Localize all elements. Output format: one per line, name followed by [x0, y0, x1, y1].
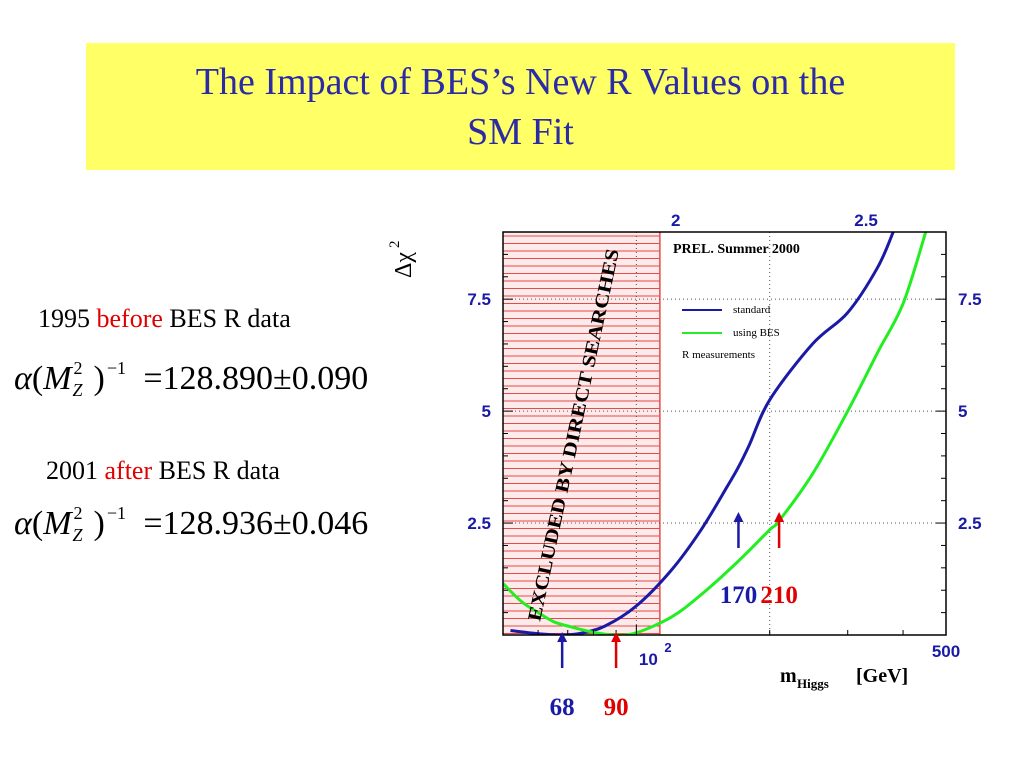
after-equation: α(M 2 Z) −1 =128.936±0.046 [14, 503, 369, 545]
y-tick-label-right: 5 [958, 402, 967, 421]
after-label: 2001 after BES R data [46, 456, 280, 486]
before-label: 1995 before BES R data [38, 304, 291, 334]
slide-title-line1: The Impact of BES’s New R Values on the [195, 61, 846, 103]
arrow-head-68 [557, 632, 568, 642]
before-err: 0.090 [291, 360, 369, 397]
after-rest: BES R data [158, 456, 280, 485]
after-word: after [104, 456, 153, 485]
series-line-using-BES [503, 232, 928, 635]
eq-alpha: α [14, 505, 32, 542]
x-axis-label-unit: [GeV] [856, 665, 908, 687]
eq-M: M [43, 360, 72, 397]
excluded-fill [503, 232, 660, 635]
chart-texts: 2.5 5 7.5 2.5 5 7.5 2 2.5 10 2 500 m Higgs [GeV] Δχ 2 PR… [387, 211, 982, 691]
y-tick-label-right: 2.5 [958, 514, 982, 533]
arrow-label-210: 210 [760, 582, 798, 609]
title-banner: The Impact of BES’s New R Values on the … [86, 43, 955, 170]
y-tick-label-left: 5 [482, 402, 491, 421]
arrow-head-210 [774, 512, 785, 522]
top-tick-label: 2.5 [854, 211, 878, 230]
after-err: 0.046 [291, 505, 369, 542]
eq-M: M [43, 505, 72, 542]
before-equation: α(M 2 Z) −1 =128.890±0.090 [14, 358, 369, 400]
before-value: 128.890 [162, 360, 274, 397]
eq-sub: Z [72, 380, 83, 400]
after-year: 2001 [46, 456, 98, 485]
eq-open: ( [31, 505, 44, 542]
eq-equals: = [143, 505, 163, 542]
slide-title-line2: SM Fit [467, 111, 574, 153]
eq-open: ( [31, 360, 44, 397]
y-tick-label-right: 7.5 [958, 290, 982, 309]
eq-exp: −1 [106, 358, 126, 378]
before-word: before [96, 304, 163, 333]
arrow-head-90 [611, 632, 622, 642]
before-year: 1995 [38, 304, 90, 333]
slide-title: The Impact of BES’s New R Values on the … [86, 57, 955, 157]
eq-close: ) [93, 360, 105, 397]
y-axis-label: Δχ 2 [387, 241, 417, 279]
x-axis-label-sub: Higgs [797, 676, 829, 691]
after-pm: ± [273, 505, 292, 542]
eq-close: ) [93, 505, 105, 542]
y-axis-label-text: Δχ [391, 252, 417, 278]
arrow-label-90: 90 [604, 694, 629, 721]
y-tick-label-left: 2.5 [467, 514, 491, 533]
eq-sup2: 2 [73, 503, 83, 523]
legend-label-r-measurements: R measurements [682, 349, 755, 361]
arrow-label-170: 170 [720, 582, 758, 609]
eq-alpha: α [14, 360, 32, 397]
eq-sub: Z [72, 525, 83, 545]
excluded-region [503, 232, 661, 635]
annotation-label: PREL. Summer 2000 [673, 242, 800, 257]
y-tick-label-left: 7.5 [467, 290, 491, 309]
axis-ticks [503, 253, 947, 635]
y-axis-label-sup: 2 [387, 241, 403, 249]
x-axis-label-main: m [780, 665, 797, 687]
legend-label-standard: standard [733, 304, 771, 316]
before-rest: BES R data [169, 304, 291, 333]
x-tick-label-100-exp: 2 [664, 640, 671, 655]
arrow-head-170 [733, 512, 744, 522]
arrow-label-68: 68 [550, 694, 575, 721]
x-tick-label-500: 500 [932, 642, 960, 661]
eq-sup2: 2 [73, 358, 83, 378]
top-tick-label: 2 [671, 211, 680, 230]
before-pm: ± [273, 360, 292, 397]
eq-equals: = [143, 360, 163, 397]
x-tick-label-100-base: 10 [639, 650, 658, 669]
legend-label-using-bes: using BES [733, 327, 780, 339]
after-value: 128.936 [162, 505, 274, 542]
eq-exp: −1 [106, 503, 126, 523]
